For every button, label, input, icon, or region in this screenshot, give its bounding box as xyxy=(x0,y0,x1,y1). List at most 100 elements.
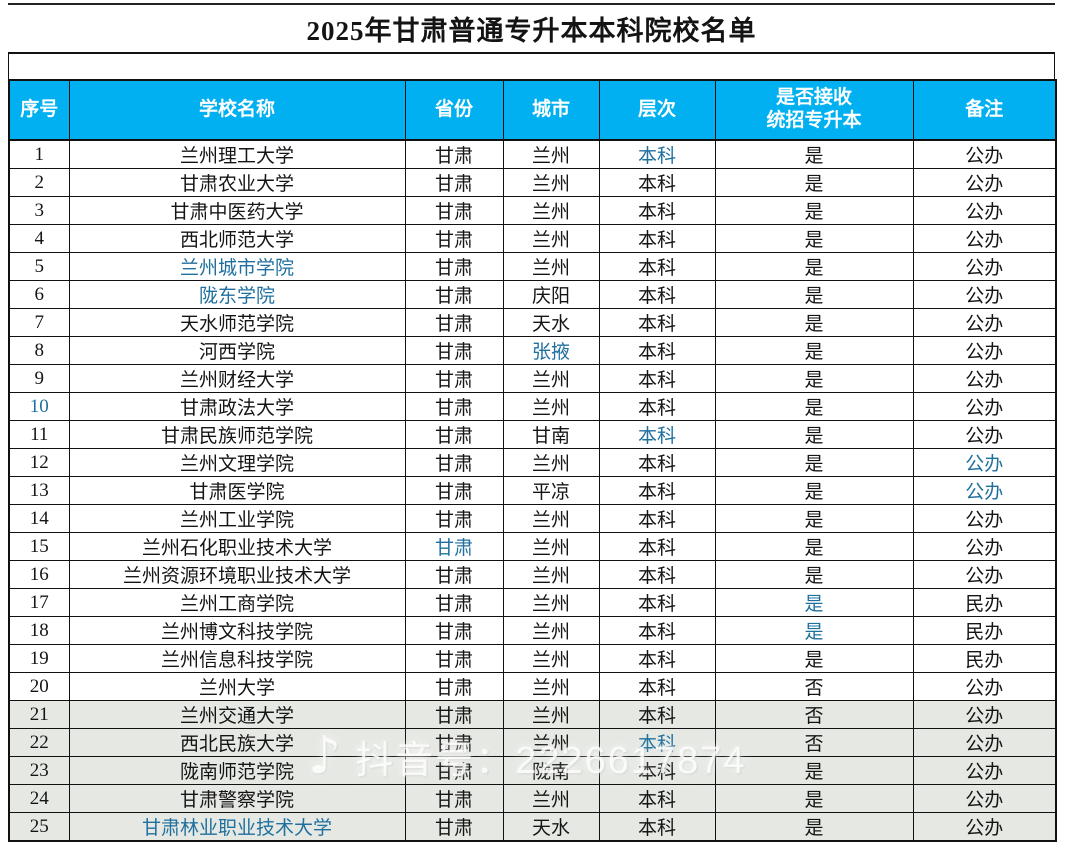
cell-province: 甘肃 xyxy=(404,616,504,645)
cell-school: 兰州工商学院 xyxy=(68,588,406,617)
cell-school: 河西学院 xyxy=(68,336,406,365)
page-root: { "title": "2025年甘肃普通专升本本科院校名单", "colors… xyxy=(8,3,1057,842)
cell-province: 甘肃 xyxy=(404,812,504,842)
cell-province: 甘肃 xyxy=(404,728,504,757)
cell-school: 西北民族大学 xyxy=(68,728,406,757)
blank-row xyxy=(8,54,1055,79)
table-row: 6 陇东学院 甘肃 庆阳 本科是公办 xyxy=(8,280,1057,309)
cell-remark: 公办 xyxy=(912,336,1057,365)
cell-city: 兰州 xyxy=(502,364,600,393)
table-row: 11 甘肃民族师范学院 甘肃 甘南 本科是公办 xyxy=(8,420,1057,449)
cell-remark: 公办 xyxy=(912,532,1057,561)
table-row: 20 兰州大学 甘肃 兰州 本科否公办 xyxy=(8,672,1057,701)
col-header-school: 学校名称 xyxy=(68,79,406,141)
cell-accept: 否 xyxy=(714,728,914,757)
cell-no: 6 xyxy=(8,280,70,309)
cell-remark: 公办 xyxy=(912,168,1057,197)
cell-province: 甘肃 xyxy=(404,504,504,533)
cell-no: 11 xyxy=(8,420,70,449)
table-row: 18 兰州博文科技学院 甘肃 兰州 本科是民办 xyxy=(8,616,1057,645)
cell-remark: 公办 xyxy=(912,672,1057,701)
cell-accept: 是 xyxy=(714,308,914,337)
table-row: 23 陇南师范学院 甘肃 陇南 本科是公办 xyxy=(8,756,1057,785)
table-row: 3 甘肃中医药大学 甘肃 兰州 本科是公办 xyxy=(8,196,1057,225)
cell-no: 13 xyxy=(8,476,70,505)
cell-school: 兰州资源环境职业技术大学 xyxy=(68,560,406,589)
cell-city: 兰州 xyxy=(502,168,600,197)
cell-no: 4 xyxy=(8,224,70,253)
cell-city: 天水 xyxy=(502,308,600,337)
cell-level: 本科 xyxy=(598,504,716,533)
cell-no: 23 xyxy=(8,756,70,785)
cell-remark[interactable]: 公办 xyxy=(912,448,1057,477)
cell-city: 庆阳 xyxy=(502,280,600,309)
cell-accept: 是 xyxy=(714,280,914,309)
cell-city: 兰州 xyxy=(502,139,600,169)
cell-city[interactable]: 张掖 xyxy=(502,336,600,365)
cell-level: 本科 xyxy=(598,280,716,309)
cell-school[interactable]: 甘肃林业职业技术大学 xyxy=(68,812,406,842)
cell-province: 甘肃 xyxy=(404,588,504,617)
cell-remark: 民办 xyxy=(912,644,1057,673)
table-row: 14 兰州工业学院 甘肃 兰州 本科是公办 xyxy=(8,504,1057,533)
cell-level: 本科 xyxy=(598,392,716,421)
cell-accept: 是 xyxy=(714,504,914,533)
table-row: 1 兰州理工大学 甘肃 兰州 本科是公办 xyxy=(8,139,1057,169)
cell-school: 兰州文理学院 xyxy=(68,448,406,477)
cell-remark: 公办 xyxy=(912,139,1057,169)
table-row: 25 甘肃林业职业技术大学 甘肃 天水 本科是公办 xyxy=(8,812,1057,842)
table-body: 1 兰州理工大学 甘肃 兰州 本科是公办 2 甘肃农业大学 甘肃 兰州 本科是公办 3 甘肃中医药大学… xyxy=(8,139,1057,842)
cell-no: 8 xyxy=(8,336,70,365)
cell-level: 本科 xyxy=(598,224,716,253)
cell-accept[interactable]: 是 xyxy=(714,616,914,645)
cell-remark[interactable]: 公办 xyxy=(912,476,1057,505)
cell-school: 甘肃民族师范学院 xyxy=(68,420,406,449)
cell-school[interactable]: 陇东学院 xyxy=(68,280,406,309)
cell-level[interactable]: 本科 xyxy=(598,420,716,449)
cell-province: 甘肃 xyxy=(404,364,504,393)
table-row: 10 甘肃政法大学 甘肃 兰州 本科是公办 xyxy=(8,392,1057,421)
cell-province: 甘肃 xyxy=(404,252,504,281)
cell-level: 本科 xyxy=(598,308,716,337)
cell-remark: 公办 xyxy=(912,280,1057,309)
cell-level: 本科 xyxy=(598,252,716,281)
cell-city: 兰州 xyxy=(502,672,600,701)
cell-no: 17 xyxy=(8,588,70,617)
cell-no: 25 xyxy=(8,812,70,842)
cell-city: 兰州 xyxy=(502,728,600,757)
cell-level[interactable]: 本科 xyxy=(598,139,716,169)
cell-province: 甘肃 xyxy=(404,420,504,449)
cell-level: 本科 xyxy=(598,784,716,813)
cell-accept: 是 xyxy=(714,448,914,477)
cell-school[interactable]: 兰州城市学院 xyxy=(68,252,406,281)
cell-school: 兰州工业学院 xyxy=(68,504,406,533)
cell-province: 甘肃 xyxy=(404,224,504,253)
cell-school: 陇南师范学院 xyxy=(68,756,406,785)
cell-city: 兰州 xyxy=(502,224,600,253)
cell-province[interactable]: 甘肃 xyxy=(404,532,504,561)
cell-level: 本科 xyxy=(598,364,716,393)
cell-school: 甘肃中医药大学 xyxy=(68,196,406,225)
cell-city: 兰州 xyxy=(502,700,600,729)
cell-remark: 公办 xyxy=(912,728,1057,757)
cell-accept: 是 xyxy=(714,224,914,253)
cell-school: 甘肃警察学院 xyxy=(68,784,406,813)
cell-city: 兰州 xyxy=(502,560,600,589)
cell-accept: 是 xyxy=(714,168,914,197)
cell-accept: 是 xyxy=(714,420,914,449)
header-row: 序号 学校名称 省份 城市 层次 是否接收 统招专升本 备注 xyxy=(8,79,1057,141)
cell-province: 甘肃 xyxy=(404,308,504,337)
cell-remark: 公办 xyxy=(912,224,1057,253)
cell-no: 1 xyxy=(8,139,70,169)
cell-no[interactable]: 10 xyxy=(8,392,70,421)
cell-accept[interactable]: 是 xyxy=(714,588,914,617)
cell-accept: 否 xyxy=(714,700,914,729)
cell-city: 兰州 xyxy=(502,252,600,281)
cell-province: 甘肃 xyxy=(404,644,504,673)
cell-no: 22 xyxy=(8,728,70,757)
table-row: 17 兰州工商学院 甘肃 兰州 本科是民办 xyxy=(8,588,1057,617)
cell-school: 兰州博文科技学院 xyxy=(68,616,406,645)
table-row: 21 兰州交通大学 甘肃 兰州 本科否公办 xyxy=(8,700,1057,729)
cell-no: 5 xyxy=(8,252,70,281)
cell-level[interactable]: 本科 xyxy=(598,728,716,757)
